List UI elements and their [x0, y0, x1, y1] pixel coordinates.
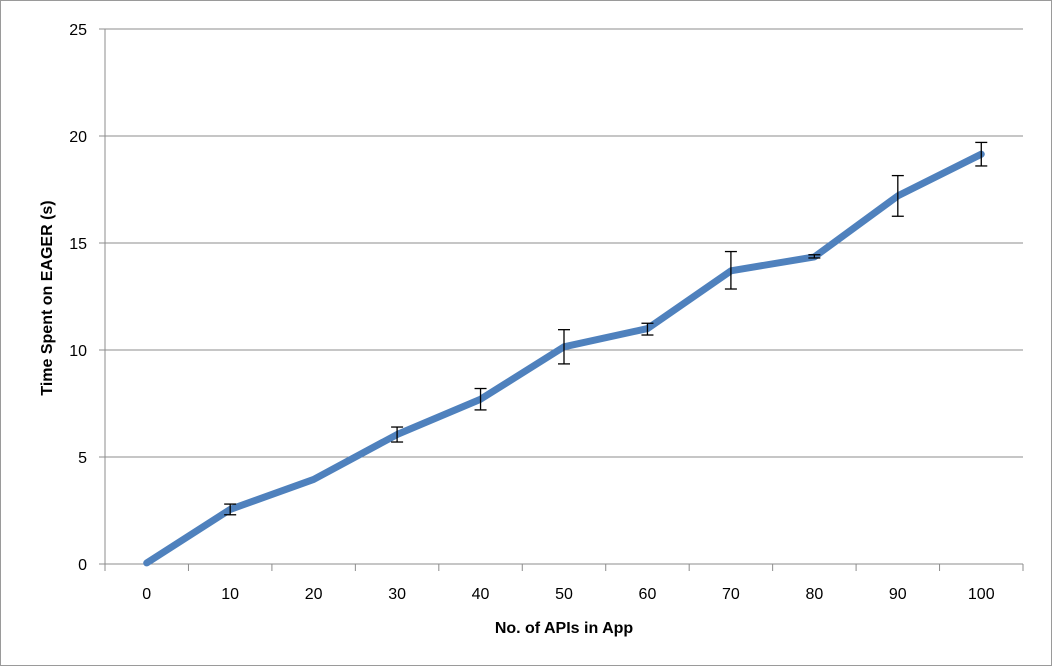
- x-tick-label: 100: [968, 586, 995, 603]
- x-axis-title: No. of APIs in App: [495, 620, 634, 637]
- axes: [99, 28, 1024, 571]
- x-tick-label: 60: [639, 586, 657, 603]
- y-tick-labels: 0 5 10 15 20 25: [69, 22, 87, 574]
- y-tick-label: 20: [69, 129, 87, 146]
- x-tick-label: 20: [305, 586, 323, 603]
- x-tick-label: 80: [805, 586, 823, 603]
- error-bar: [808, 254, 821, 259]
- y-tick-label: 5: [78, 450, 87, 467]
- error-bar: [391, 426, 404, 443]
- gridlines: [105, 28, 1023, 458]
- x-tick-label: 90: [889, 586, 907, 603]
- x-tick-label: 50: [555, 586, 573, 603]
- y-tick-label: 0: [78, 557, 87, 574]
- x-tick-label: 10: [221, 586, 239, 603]
- x-tick-labels: 0 10 20 30 40 50 60 70 80 90 100: [142, 586, 994, 603]
- x-tick-label: 70: [722, 586, 740, 603]
- y-tick-label: 15: [69, 236, 87, 253]
- x-tick-label: 40: [472, 586, 490, 603]
- error-bar: [641, 322, 654, 336]
- y-tick-label: 10: [69, 343, 87, 360]
- error-bar: [224, 503, 237, 516]
- y-tick-label: 25: [69, 22, 87, 39]
- error-bar: [558, 329, 570, 365]
- error-bar: [724, 250, 737, 290]
- error-bars: [224, 141, 988, 516]
- error-bar: [474, 387, 487, 411]
- error-bar: [975, 141, 988, 167]
- error-bar: [891, 174, 904, 217]
- y-axis-title: Time Spent on EAGER (s): [39, 200, 56, 395]
- x-tick-label: 0: [142, 586, 151, 603]
- x-tick-label: 30: [388, 586, 406, 603]
